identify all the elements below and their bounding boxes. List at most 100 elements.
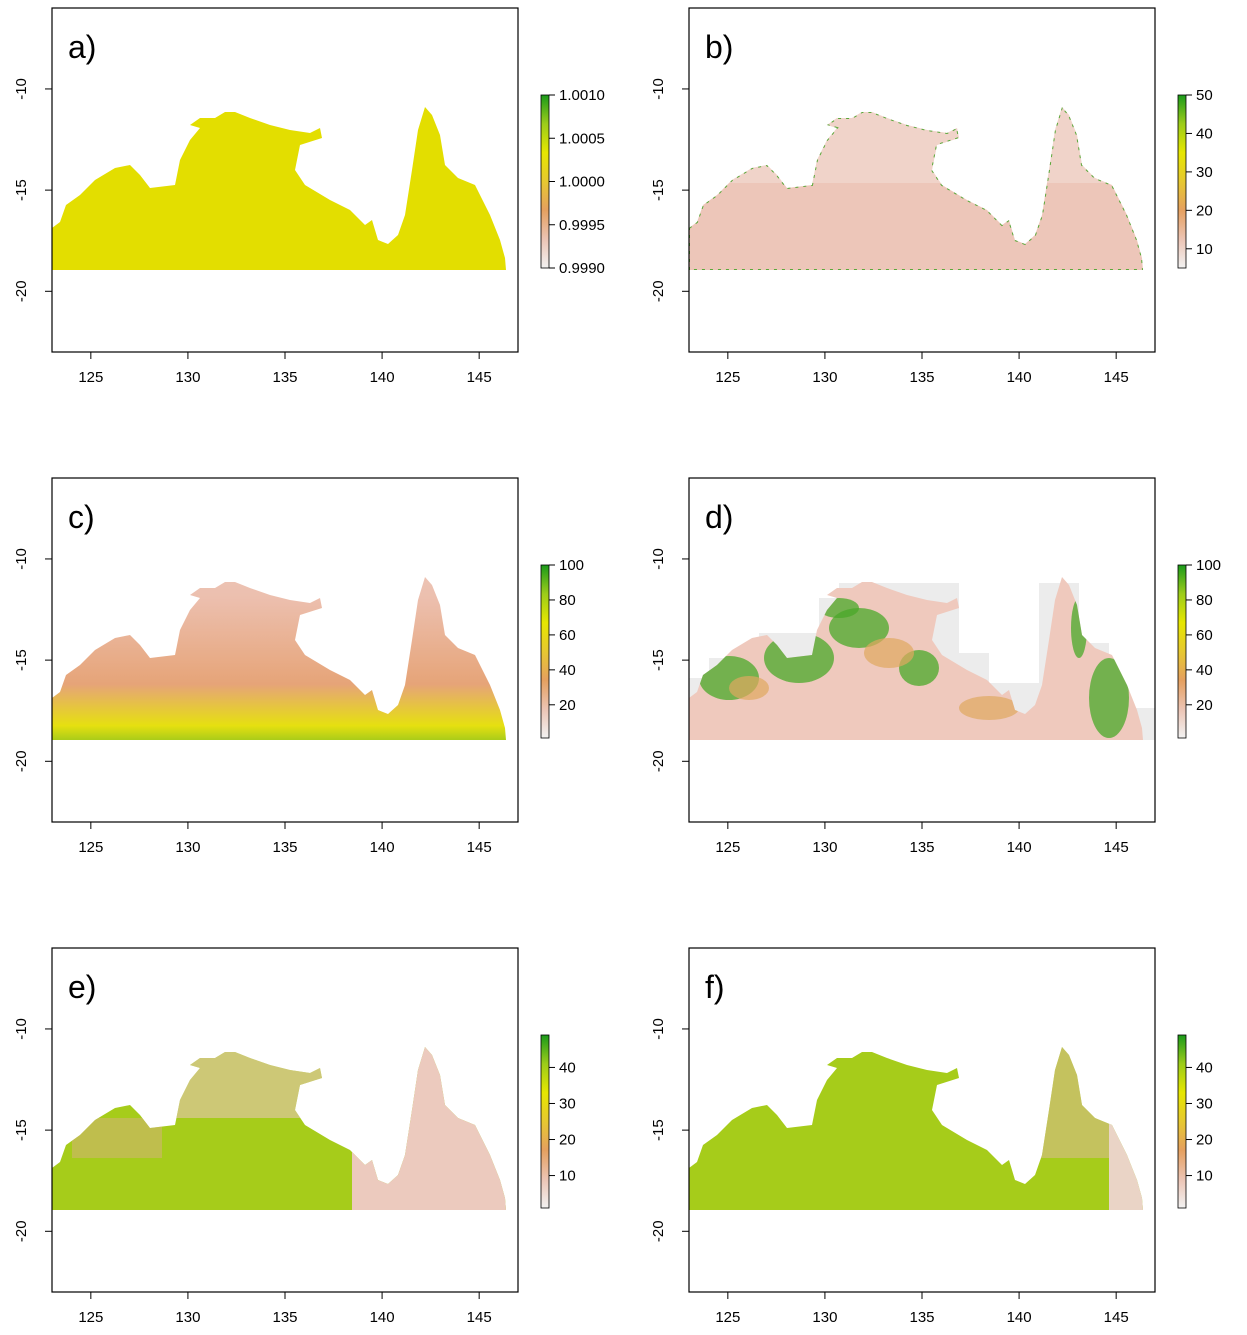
colorbar-tick-label: 20 (559, 697, 576, 714)
y-tick-label: -10 (13, 1018, 30, 1040)
colorbar (540, 94, 550, 269)
land-detail (1029, 1047, 1109, 1158)
x-tick-label: 135 (272, 1309, 297, 1326)
colorbar-tick-label: 100 (559, 557, 584, 574)
y-tick-label: -20 (13, 1220, 30, 1242)
panel-title: f) (705, 969, 725, 1005)
x-tick-label: 140 (370, 369, 395, 386)
colorbar-tick-label: 40 (559, 1059, 576, 1076)
colorbar-tick-label: 80 (1196, 592, 1213, 609)
x-tick-label: 135 (909, 839, 934, 856)
y-tick-label: -20 (650, 1220, 667, 1242)
colorbar-tick-label: 0.9990 (559, 260, 605, 277)
map-panel: f) 125 130 135 140 145 -10 -15 -20 10 20 30 40 (650, 947, 1213, 1326)
x-tick-label: 130 (175, 1309, 200, 1326)
y-tick-label: -20 (13, 750, 30, 772)
x-tick-label: 130 (812, 839, 837, 856)
colorbar-tick-label: 20 (559, 1132, 576, 1149)
x-tick-label: 135 (272, 839, 297, 856)
x-tick-label: 130 (812, 1309, 837, 1326)
colorbar-tick-label: 40 (1196, 662, 1213, 679)
colorbar (1177, 1034, 1187, 1209)
coast-edge (689, 107, 1143, 270)
vegetation-patch (1089, 658, 1129, 738)
panel-title: d) (705, 499, 733, 535)
map-panel: e) 125 130 135 140 145 -10 -15 -20 10 20 30 40 (13, 947, 576, 1326)
panel-title: b) (705, 29, 733, 65)
x-tick-label: 135 (272, 369, 297, 386)
land-detail (689, 107, 1143, 183)
map-panel: b) 125 130 135 140 145 -10 -15 -20 10 20 30 40 50 (650, 7, 1213, 386)
panel-title: c) (68, 499, 95, 535)
colorbar-tick-label: 40 (1196, 125, 1213, 142)
land-raster (52, 577, 506, 740)
x-tick-label: 140 (1007, 839, 1032, 856)
x-tick-label: 125 (78, 1309, 103, 1326)
y-tick-label: -15 (650, 1119, 667, 1141)
y-tick-label: -10 (650, 1018, 667, 1040)
colorbar-tick-label: 30 (1196, 1095, 1213, 1112)
land-fill (52, 107, 506, 270)
land-fill (52, 577, 506, 740)
y-tick-label: -15 (13, 179, 30, 201)
x-tick-label: 140 (370, 1309, 395, 1326)
x-tick-label: 130 (175, 369, 200, 386)
x-tick-label: 125 (78, 839, 103, 856)
y-tick-label: -15 (650, 649, 667, 671)
colorbar-tick-label: 0.9995 (559, 217, 605, 234)
x-tick-label: 145 (467, 839, 492, 856)
land-raster (52, 1047, 506, 1210)
colorbar-tick-label: 20 (1196, 697, 1213, 714)
map-panel: d) 125 130 135 140 145 -10 -15 -20 20 40 60 80 100 (650, 477, 1221, 856)
y-tick-label: -15 (13, 1119, 30, 1141)
x-tick-label: 140 (1007, 1309, 1032, 1326)
map-panel: c) 125 130 135 140 145 -10 -15 -20 20 40 60 80 100 (13, 477, 584, 856)
colorbar (1177, 94, 1187, 269)
land-detail (172, 1048, 352, 1118)
land-detail (72, 1118, 162, 1158)
colorbar (540, 1034, 550, 1209)
land-detail (352, 1047, 506, 1210)
colorbar-tick-label: 30 (1196, 164, 1213, 181)
colorbar-tick-label: 80 (559, 592, 576, 609)
y-tick-label: -10 (650, 78, 667, 100)
y-tick-label: -20 (650, 750, 667, 772)
colorbar-tick-label: 20 (1196, 1132, 1213, 1149)
x-tick-label: 145 (1104, 369, 1129, 386)
panel-title: a) (68, 29, 96, 65)
land-detail (1109, 1088, 1143, 1210)
vegetation-patch (829, 608, 889, 648)
colorbar-tick-label: 10 (559, 1168, 576, 1185)
colorbar-tick-label: 100 (1196, 557, 1221, 574)
colorbar-tick-label: 20 (1196, 202, 1213, 219)
map-panel: a) 125 130 135 140 145 -10 -15 -20 0.9990 0.9995 1.… (13, 7, 605, 386)
colorbar-tick-label: 1.0010 (559, 87, 605, 104)
x-tick-label: 125 (715, 839, 740, 856)
x-tick-label: 135 (909, 369, 934, 386)
colorbar-tick-label: 50 (1196, 87, 1213, 104)
x-tick-label: 130 (175, 839, 200, 856)
x-tick-label: 145 (467, 1309, 492, 1326)
land-raster (689, 577, 1143, 740)
y-tick-label: -10 (13, 78, 30, 100)
x-tick-label: 145 (1104, 1309, 1129, 1326)
land-raster (52, 107, 506, 270)
colorbar (540, 564, 550, 739)
vegetation-patch (729, 676, 769, 700)
vegetation-patch (959, 696, 1019, 720)
land-raster (689, 107, 1143, 270)
colorbar-tick-label: 1.0000 (559, 174, 605, 191)
colorbar-tick-label: 40 (1196, 1059, 1213, 1076)
x-tick-label: 145 (467, 369, 492, 386)
y-tick-label: -20 (650, 280, 667, 302)
y-tick-label: -20 (13, 280, 30, 302)
y-tick-label: -10 (650, 548, 667, 570)
x-tick-label: 130 (812, 369, 837, 386)
x-tick-label: 135 (909, 1309, 934, 1326)
x-tick-label: 125 (715, 369, 740, 386)
panel-title: e) (68, 969, 96, 1005)
colorbar-tick-label: 1.0005 (559, 130, 605, 147)
colorbar-tick-label: 60 (559, 627, 576, 644)
